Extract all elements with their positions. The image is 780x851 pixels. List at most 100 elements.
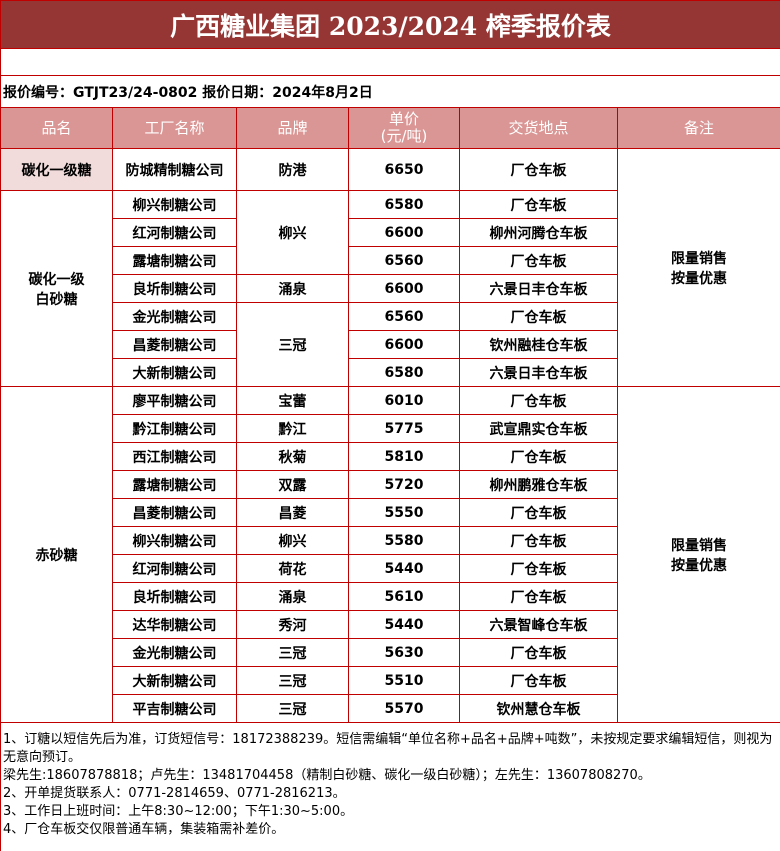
brand: 涌泉: [236, 582, 349, 611]
factory-name: 良圻制糖公司: [112, 582, 237, 611]
column-header: 备注: [616, 107, 780, 149]
brand: 柳兴: [236, 190, 349, 275]
brand: 三冠: [236, 666, 349, 695]
note-line: 梁先生:18607878818；卢先生：13481704458（精制白砂糖、碳化…: [3, 768, 651, 783]
unit-price: 5775: [348, 414, 460, 443]
delivery-place: 钦州慧仓车板: [459, 694, 618, 723]
column-header: 单价 (元/吨): [348, 107, 460, 149]
unit-price: 6600: [348, 274, 460, 303]
note-line: 2、开单提货联系人：0771-2814659、0771-2816213。: [3, 786, 346, 801]
factory-name: 廖平制糖公司: [112, 386, 237, 415]
page-title: 广西糖业集团 2023/2024 榨季报价表: [0, 0, 780, 49]
delivery-place: 厂仓车板: [459, 498, 618, 527]
table-row: 黔江制糖公司 黔江 5775 武宣鼎实仓车板: [1, 414, 780, 443]
delivery-place: 厂仓车板: [459, 246, 618, 275]
delivery-place: 厂仓车板: [459, 638, 618, 667]
table-row: 西江制糖公司 秋菊 5810 厂仓车板: [1, 442, 780, 471]
unit-price: 6580: [348, 358, 460, 387]
factory-name: 柳兴制糖公司: [112, 190, 237, 219]
brand: 黔江: [236, 414, 349, 443]
factory-name: 防城精制糖公司: [112, 148, 237, 191]
table-row: 大新制糖公司 三冠 5510 厂仓车板: [1, 666, 780, 695]
table-row: 红河制糖公司 6600 柳州河腾仓车板: [1, 218, 780, 247]
remark: 限量销售 按量优惠: [616, 386, 780, 723]
table-row: 大新制糖公司 6580 六景日丰仓车板: [1, 358, 780, 387]
factory-name: 昌菱制糖公司: [112, 330, 237, 359]
table-row: 金光制糖公司 三冠 5630 厂仓车板: [1, 638, 780, 667]
blank-row: [0, 48, 780, 76]
note-line: 1、订糖以短信先后为准，订货短信号：18172388239。短信需编辑“单位名称…: [3, 732, 773, 765]
column-header: 品名: [0, 107, 113, 149]
brand: 双露: [236, 470, 349, 499]
table-row: 柳兴制糖公司 柳兴 5580 厂仓车板: [1, 526, 780, 555]
unit-price: 5630: [348, 638, 460, 667]
delivery-place: 厂仓车板: [459, 148, 618, 191]
factory-name: 柳兴制糖公司: [112, 526, 237, 555]
unit-price: 5440: [348, 554, 460, 583]
product-name: 碳化一级糖: [0, 148, 113, 191]
brand: 柳兴: [236, 526, 349, 555]
factory-name: 西江制糖公司: [112, 442, 237, 471]
delivery-place: 钦州融桂仓车板: [459, 330, 618, 359]
delivery-place: 厂仓车板: [459, 386, 618, 415]
brand: 涌泉: [236, 274, 349, 303]
unit-price: 5440: [348, 610, 460, 639]
product-name: 赤砂糖: [0, 386, 113, 723]
factory-name: 大新制糖公司: [112, 666, 237, 695]
factory-name: 金光制糖公司: [112, 638, 237, 667]
delivery-place: 厂仓车板: [459, 302, 618, 331]
delivery-place: 柳州河腾仓车板: [459, 218, 618, 247]
table-row: 金光制糖公司 三冠 6560 厂仓车板: [1, 302, 780, 387]
brand: 荷花: [236, 554, 349, 583]
delivery-place: 厂仓车板: [459, 526, 618, 555]
remark: 限量销售 按量优惠: [616, 148, 780, 387]
table-row: 红河制糖公司 荷花 5440 厂仓车板: [1, 554, 780, 583]
delivery-place: 武宣鼎实仓车板: [459, 414, 618, 443]
unit-price: 5510: [348, 666, 460, 695]
factory-name: 露塘制糖公司: [112, 470, 237, 499]
unit-price: 6600: [348, 330, 460, 359]
brand: 秀河: [236, 610, 349, 639]
delivery-place: 厂仓车板: [459, 190, 618, 219]
table-row: 昌菱制糖公司 6600 钦州融桂仓车板: [1, 330, 780, 359]
table-row: 碳化一级 白砂糖 柳兴制糖公司 柳兴 6580 厂仓车板: [0, 190, 780, 387]
brand: 宝蕾: [236, 386, 349, 415]
product-name: 碳化一级 白砂糖: [0, 190, 113, 387]
delivery-place: 六景日丰仓车板: [459, 358, 618, 387]
brand: 防港: [236, 148, 349, 191]
table-row: 碳化一级糖 防城精制糖公司 防港 6650 厂仓车板 限量销售 按量优惠: [0, 148, 780, 387]
delivery-place: 厂仓车板: [459, 666, 618, 695]
unit-price: 6560: [348, 302, 460, 331]
column-header: 品牌: [236, 107, 349, 149]
table-row: 赤砂糖 廖平制糖公司 宝蕾 6010 厂仓车板 限量销售 按量优惠: [0, 386, 780, 723]
brand: 三冠: [236, 638, 349, 667]
table-row: 达华制糖公司 秀河 5440 六景智峰仓车板: [1, 610, 780, 639]
unit-price: 6560: [348, 246, 460, 275]
factory-name: 大新制糖公司: [112, 358, 237, 387]
unit-price: 6580: [348, 190, 460, 219]
unit-price: 5810: [348, 442, 460, 471]
unit-price: 5580: [348, 526, 460, 555]
factory-name: 金光制糖公司: [112, 302, 237, 331]
delivery-place: 柳州鹏雅仓车板: [459, 470, 618, 499]
factory-name: 黔江制糖公司: [112, 414, 237, 443]
factory-name: 昌菱制糖公司: [112, 498, 237, 527]
brand: 昌菱: [236, 498, 349, 527]
unit-price: 5550: [348, 498, 460, 527]
factory-name: 达华制糖公司: [112, 610, 237, 639]
brand: 秋菊: [236, 442, 349, 471]
unit-price: 5720: [348, 470, 460, 499]
delivery-place: 厂仓车板: [459, 554, 618, 583]
unit-price: 6600: [348, 218, 460, 247]
brand: 三冠: [236, 302, 349, 387]
factory-name: 红河制糖公司: [112, 554, 237, 583]
unit-price: 5570: [348, 694, 460, 723]
delivery-place: 厂仓车板: [459, 582, 618, 611]
delivery-place: 六景日丰仓车板: [459, 274, 618, 303]
column-header: 工厂名称: [112, 107, 237, 149]
factory-name: 平吉制糖公司: [112, 694, 237, 723]
unit-price: 5610: [348, 582, 460, 611]
column-header: 交货地点: [459, 107, 618, 149]
unit-price: 6650: [348, 148, 460, 191]
